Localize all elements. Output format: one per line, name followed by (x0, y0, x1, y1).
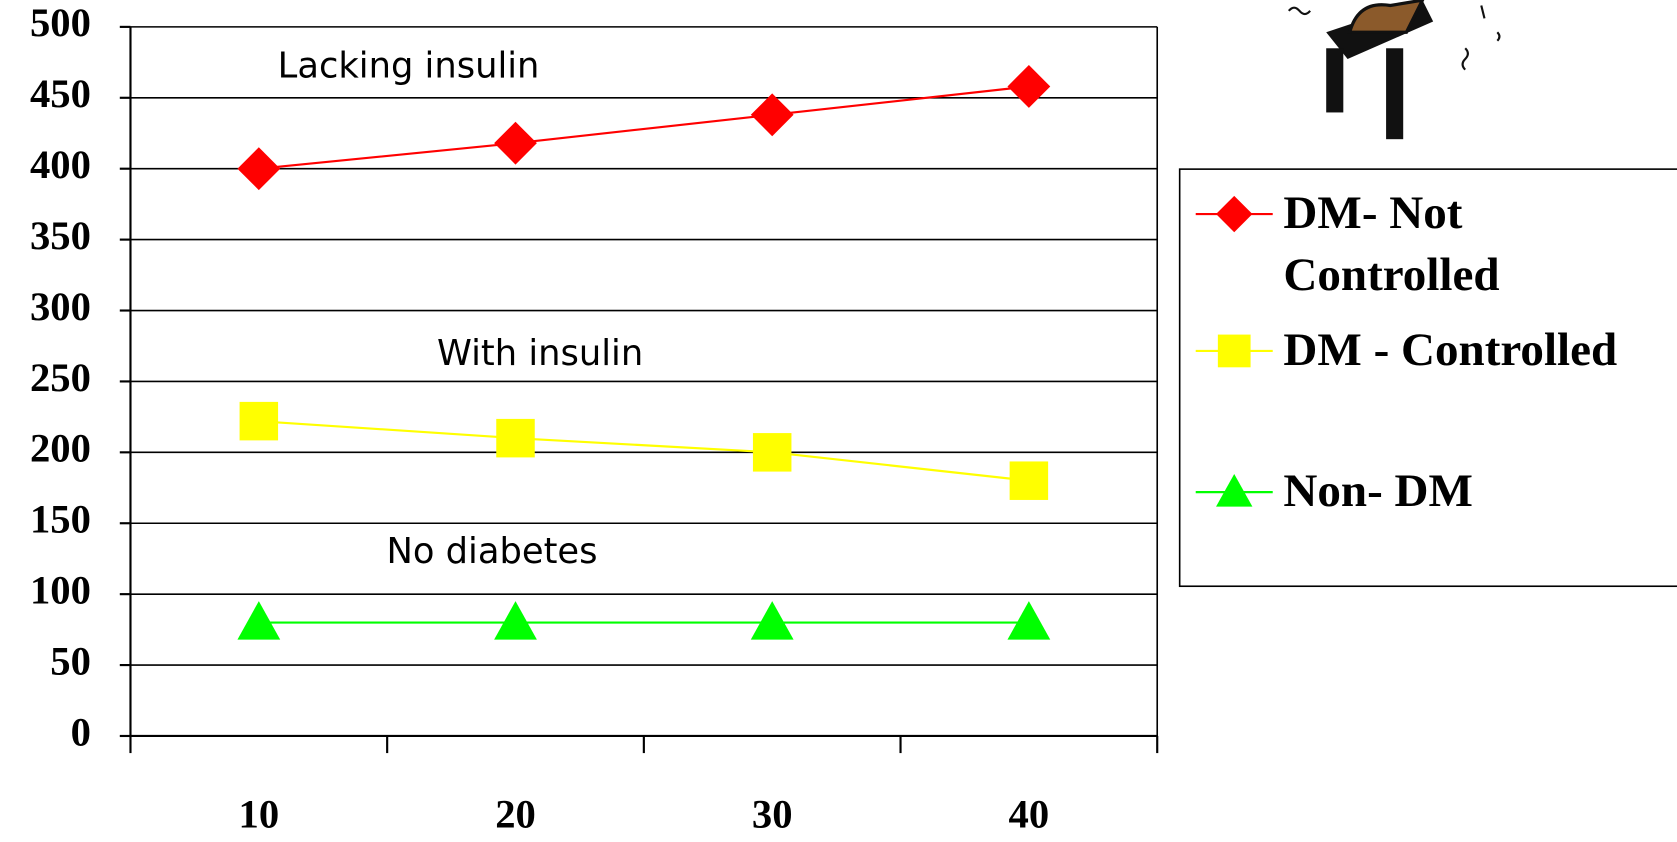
marker (751, 93, 794, 136)
y-tick-label: 450 (30, 71, 91, 116)
legend-item: DM- Not Controlled (1283, 182, 1673, 321)
y-tick-label: 500 (30, 0, 91, 45)
marker (237, 147, 280, 190)
legend-item: DM - Controlled (1283, 319, 1673, 458)
y-tick-label: 250 (30, 355, 91, 400)
series-line (259, 86, 1029, 168)
y-tick-label: 150 (30, 497, 91, 542)
annotation: With insulin (437, 333, 643, 374)
marker (494, 601, 537, 640)
y-tick-label: 400 (30, 142, 91, 187)
y-tick-label: 300 (30, 284, 91, 329)
legend-label: DM - Controlled (1283, 319, 1673, 381)
x-tick-label: 20 (495, 792, 536, 837)
y-tick-label: 200 (30, 426, 91, 471)
x-tick-label: 10 (239, 792, 280, 837)
y-tick-label: 0 (71, 709, 91, 754)
marker (237, 601, 280, 640)
marker (496, 419, 535, 458)
marker (751, 601, 794, 640)
marker (494, 122, 537, 165)
legend-item: Non- DM (1283, 460, 1673, 599)
x-tick-label: 30 (752, 792, 793, 837)
legend-label: Non- DM (1283, 460, 1673, 522)
marker (240, 402, 279, 441)
annotation: Lacking insulin (278, 46, 540, 87)
x-tick-label: 40 (1009, 792, 1050, 837)
y-tick-label: 50 (50, 638, 91, 683)
marker (1007, 601, 1050, 640)
series-line (259, 421, 1029, 481)
y-tick-label: 350 (30, 213, 91, 258)
marker (1010, 461, 1049, 500)
marker (753, 433, 792, 472)
cartoon (1289, 0, 1500, 139)
y-tick-label: 100 (30, 567, 91, 612)
marker (1007, 65, 1050, 108)
chart: 0 50 100 150 200 250 300 350 400 450 500 10 20 30 40 La… (0, 0, 1677, 842)
marker (1218, 335, 1251, 368)
annotation: No diabetes (386, 531, 597, 572)
legend-label: DM- Not Controlled (1283, 182, 1673, 306)
